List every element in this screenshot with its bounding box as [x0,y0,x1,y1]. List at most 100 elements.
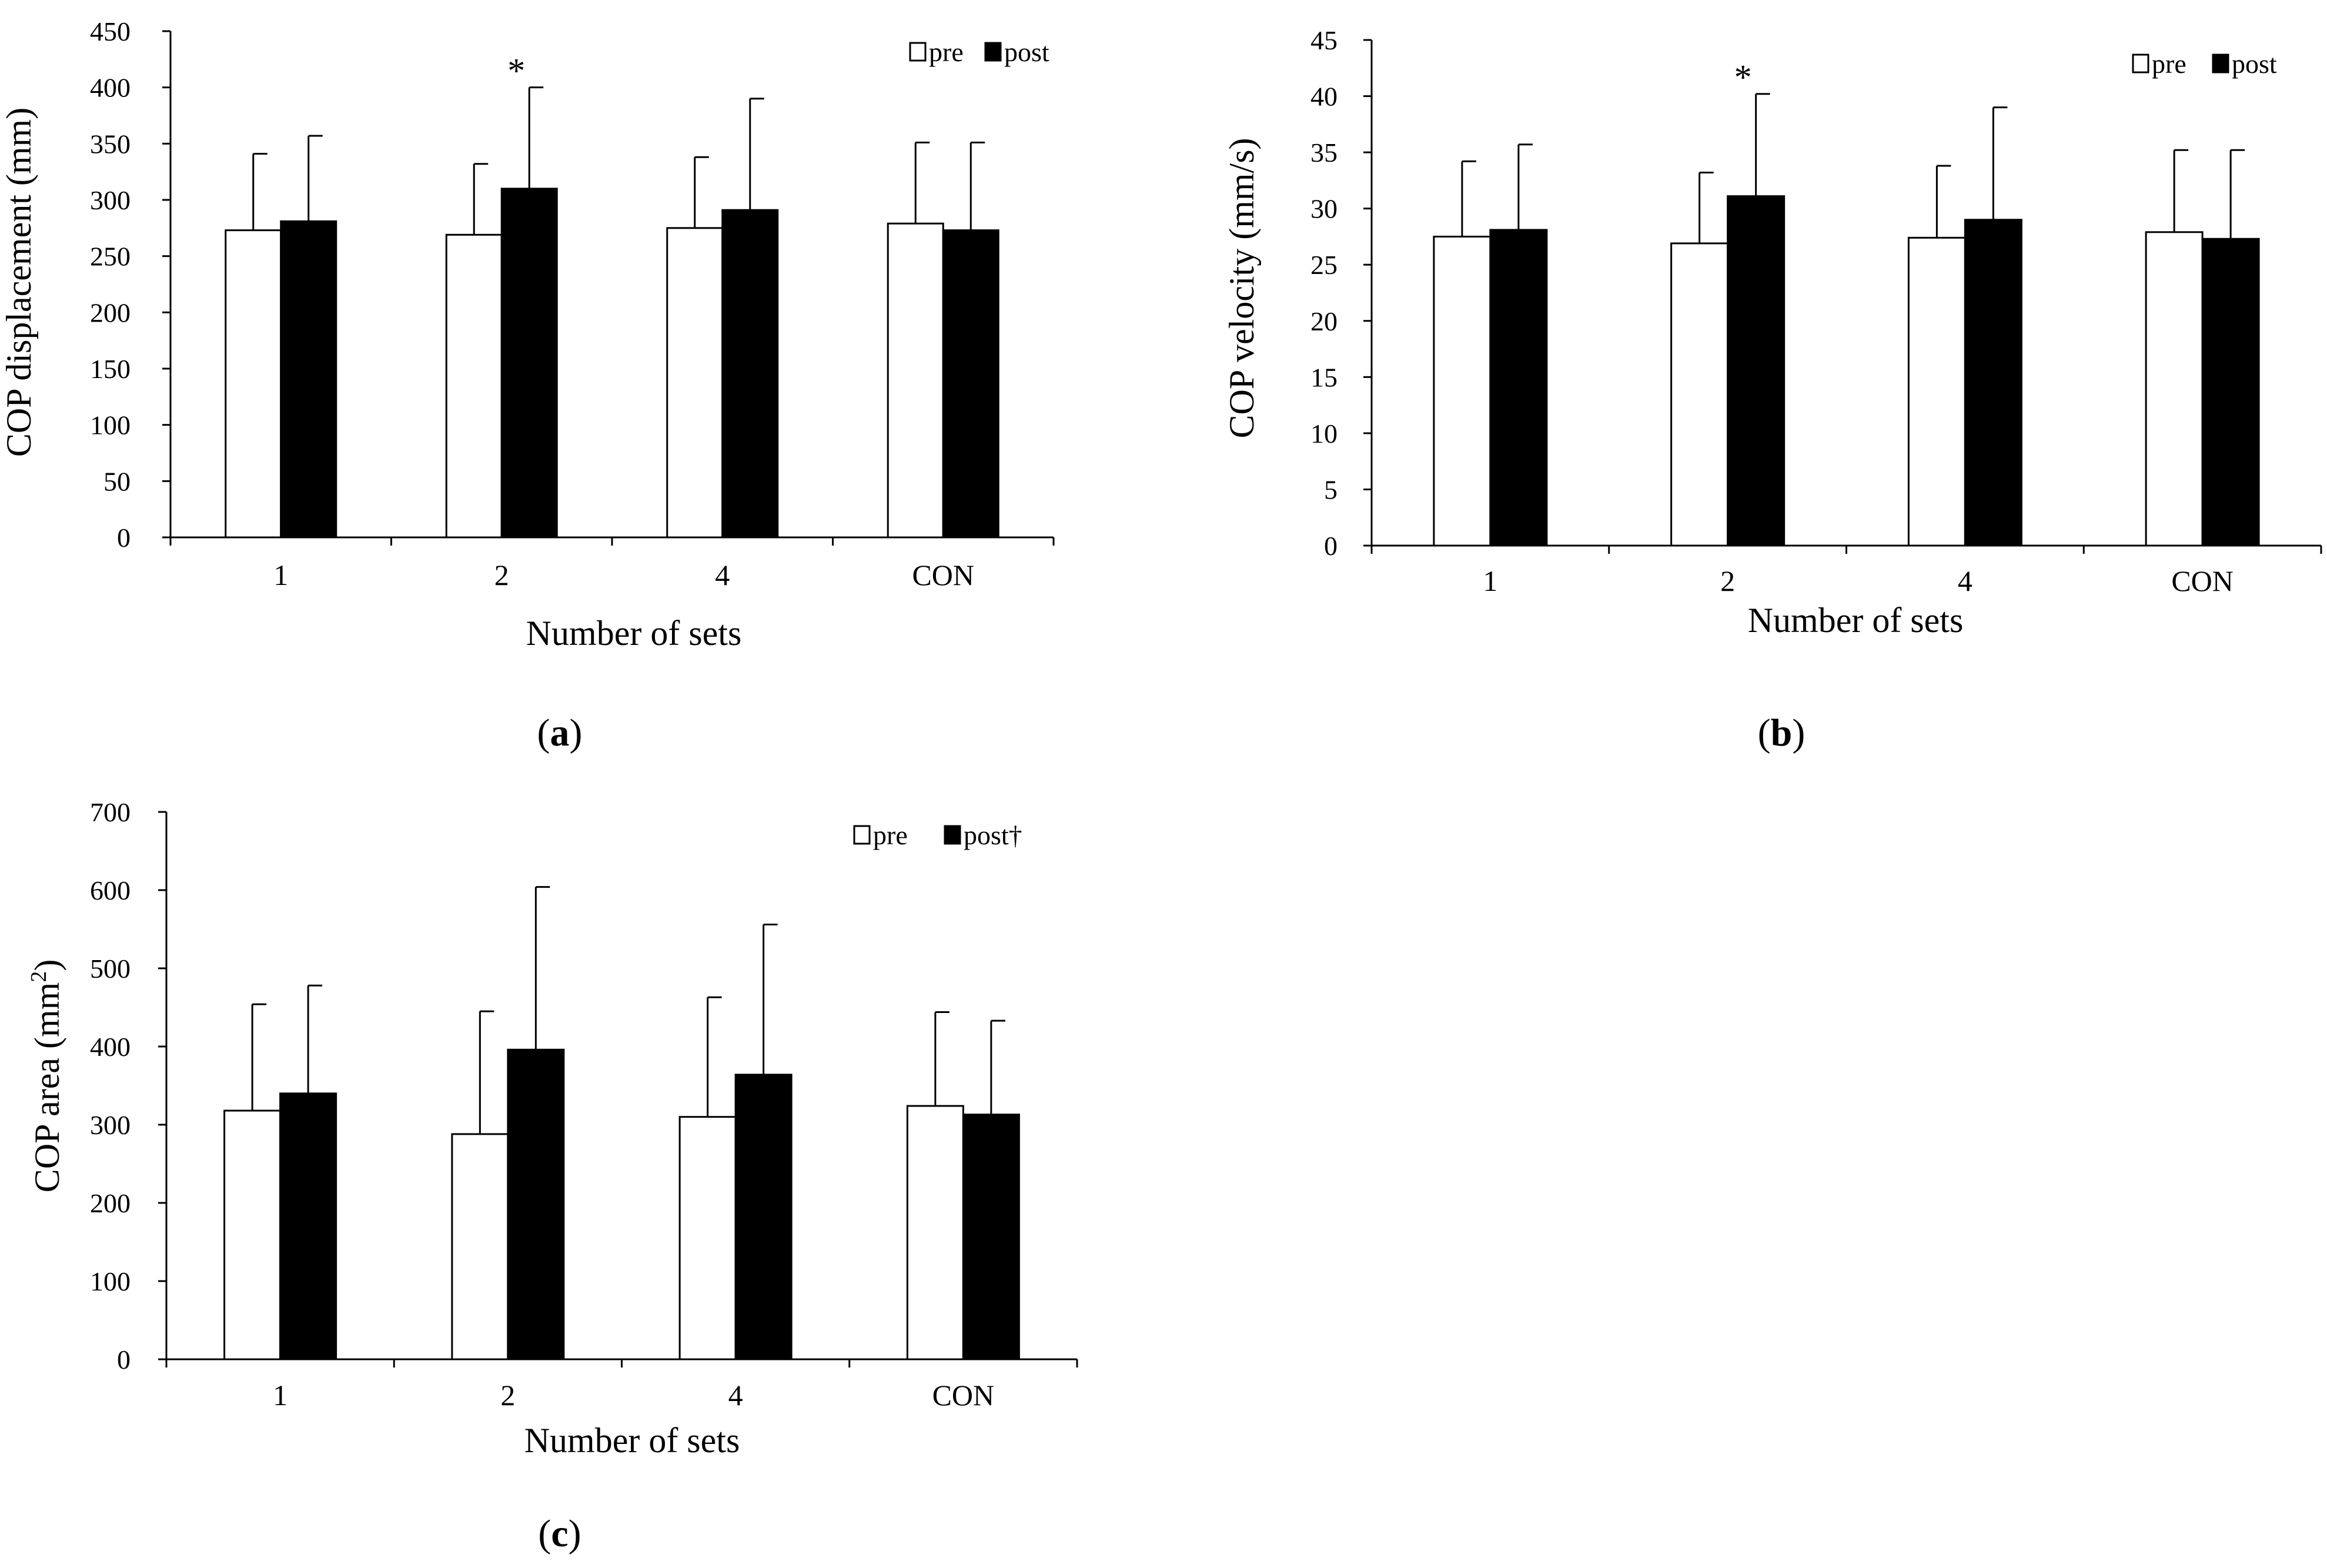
legend-post-swatch [984,42,1002,62]
x-tick-label: 4 [1958,564,1972,597]
significance-marker: * [507,52,525,91]
bar-pre-2 [445,233,503,539]
y-tick-labels: 0 5 10 15 20 25 30 35 40 45 [1310,25,1338,561]
error-bars [251,886,1005,1134]
panel-label: (c) [538,1512,581,1555]
bar-pre-4 [1907,236,1966,547]
y-axis-title-main: COP area (mm [28,982,66,1193]
bar-post-4 [734,1074,793,1360]
legend-post-label: post [1004,37,1049,67]
y-tick-label: 45 [1310,25,1338,55]
y-tick-labels: 0 100 200 300 400 500 600 700 [90,797,131,1375]
legend: post† [944,820,1022,850]
x-tick-label: 1 [1483,564,1497,597]
y-tick-label: 20 [1310,306,1338,336]
bar-pre-CON [906,1105,964,1360]
bar-pre-CON [887,222,944,539]
y-tick-label: 200 [90,1188,131,1218]
y-tick-label: 30 [1310,194,1338,224]
y-ticks [1363,39,1372,547]
y-tick-label: 25 [1310,250,1338,280]
bars [223,1048,1020,1360]
legend-pre-swatch [909,42,927,62]
panel-label: (a) [537,711,583,754]
x-ticks [169,537,1055,546]
y-tick-label: 0 [1324,531,1338,561]
x-axis-title: Number of sets [526,614,742,653]
y-tick-label: 350 [90,129,131,159]
bar-pre-1 [225,229,282,539]
y-tick-label: 500 [90,954,131,984]
panel-label-open: ( [1758,711,1771,754]
legend-post-swatch [2212,54,2229,73]
y-axis-title-end: ) [28,959,66,971]
y-tick-label: 400 [90,73,131,103]
panel-label-letter: a [550,711,570,754]
y-tick-label: 700 [90,797,131,827]
legend: pre [909,37,964,67]
x-tick-labels: 1 2 4 CON [1483,564,2234,597]
y-tick-label: 40 [1310,82,1338,112]
y-tick-label: 50 [103,466,131,496]
bar-pre-1 [223,1109,282,1360]
chart-panel-b: 0 5 10 15 20 25 30 35 40 45 1 2 4 CON COP velocity (… [1222,25,2322,754]
significance-marker: * [1734,58,1752,97]
y-tick-label: 0 [117,523,131,553]
panel-label-close: ) [570,711,583,754]
panel-label-letter: b [1771,711,1793,754]
legend-pre-label: pre [929,37,964,67]
legend-post-label: post† [964,820,1022,850]
bar-post-CON [942,229,999,539]
y-tick-label: 35 [1310,138,1338,168]
x-tick-label: 2 [494,559,509,591]
bar-post-CON [2201,238,2260,547]
bar-post-CON [962,1114,1020,1360]
x-tick-label: 1 [273,1379,287,1412]
bar-pre-2 [1670,242,1729,547]
y-tick-label: 250 [90,242,131,272]
y-axis-title-superscript: 2 [26,971,51,982]
legend-pre-swatch [853,825,871,845]
x-axis-title: Number of sets [1748,601,1964,640]
panel-label-close: ) [1792,711,1805,754]
legend: pre [853,820,908,850]
legend-post-swatch [944,825,961,845]
x-tick-labels: 1 2 4 CON [273,1379,994,1412]
x-tick-label: CON [932,1379,995,1412]
y-tick-label: 100 [90,410,131,440]
bar-post-2 [507,1048,565,1360]
bar-post-1 [1489,229,1548,547]
y-tick-label: 150 [90,354,131,384]
legend-pre-label: pre [2152,49,2186,79]
y-tick-label: 400 [90,1032,131,1062]
x-ticks [165,1359,1078,1368]
bar-post-4 [1964,219,2022,547]
legend-pre-label: pre [873,820,908,850]
bars [1433,195,2260,547]
x-tick-label: CON [912,559,974,591]
chart-panel-a: 0 50 100 150 200 250 300 350 400 450 1 2 4 CON COP d… [0,16,1055,754]
bars [225,188,999,539]
legend-post-label: post [2232,49,2277,79]
x-tick-label: 2 [500,1379,515,1412]
y-tick-labels: 0 50 100 150 200 250 300 350 400 450 [90,16,131,553]
y-tick-label: 100 [90,1266,131,1296]
y-axis-title: COP displacement (mm) [0,108,38,457]
x-tick-labels: 1 2 4 CON [273,559,974,591]
bar-post-1 [279,1092,337,1360]
bar-post-4 [721,209,779,539]
bar-pre-2 [451,1133,509,1360]
x-tick-label: 4 [715,559,730,591]
bar-post-2 [500,188,558,539]
y-tick-label: 450 [90,16,131,46]
panel-label-open: ( [537,711,550,754]
x-tick-label: 1 [273,559,288,591]
y-tick-label: 300 [90,185,131,215]
y-tick-label: 5 [1324,474,1338,504]
x-tick-label: 2 [1720,564,1735,597]
y-ticks [162,30,170,539]
panel-label-letter: c [551,1512,568,1555]
x-axis-title: Number of sets [524,1421,740,1460]
panel-label: (b) [1758,711,1806,754]
